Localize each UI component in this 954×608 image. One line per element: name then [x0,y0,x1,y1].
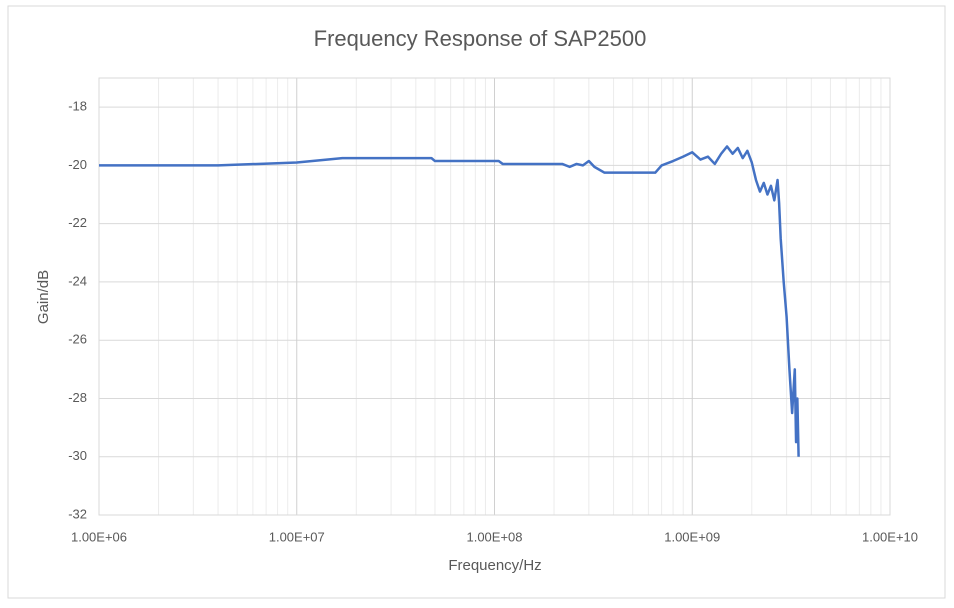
series-line [99,145,800,457]
x-axis-title: Frequency/Hz [448,557,541,574]
y-axis-title: Gain/dB [35,270,52,324]
chart-frame [7,5,946,599]
chart-title: Frequency Response of SAP2500 [314,26,647,51]
y-tick-label: -26 [68,332,87,347]
y-tick-label: -20 [68,157,87,172]
plot-border [98,77,891,516]
y-tick-label: -32 [68,506,87,521]
y-tick-label: -22 [68,215,87,230]
y-tick-label: -28 [68,390,87,405]
x-tick-label: 1.00E+07 [269,529,325,544]
x-tick-label: 1.00E+08 [466,529,522,544]
x-tick-label: 1.00E+06 [71,529,127,544]
x-tick-label: 1.00E+09 [664,529,720,544]
y-tick-label: -30 [68,448,87,463]
x-tick-label: 1.00E+10 [862,529,918,544]
y-tick-label: -18 [68,99,87,114]
y-tick-label: -24 [68,273,87,288]
